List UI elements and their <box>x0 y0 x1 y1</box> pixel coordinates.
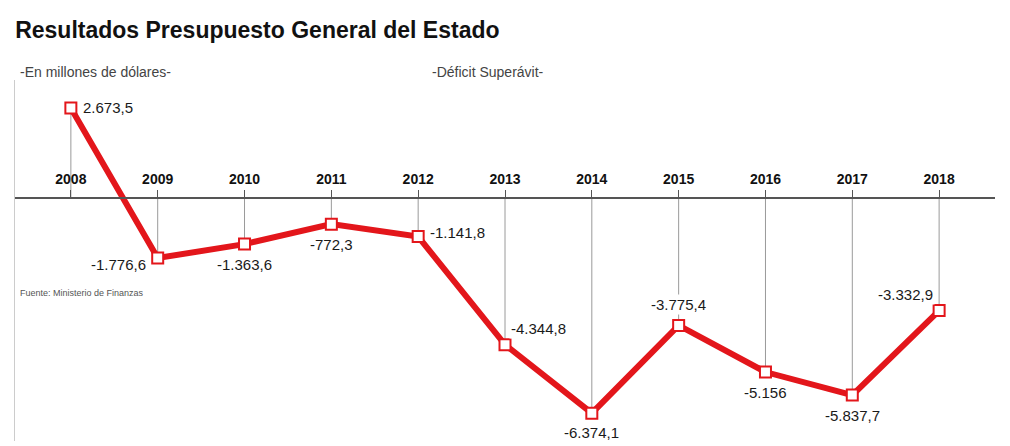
svg-text:2010: 2010 <box>229 171 260 187</box>
svg-text:2015: 2015 <box>663 171 694 187</box>
svg-text:-3.775,4: -3.775,4 <box>651 296 706 313</box>
svg-text:-1.776,6: -1.776,6 <box>91 256 146 273</box>
svg-text:2016: 2016 <box>750 171 781 187</box>
svg-text:-772,3: -772,3 <box>310 236 353 253</box>
svg-text:2011: 2011 <box>316 171 347 187</box>
svg-text:-Déficit Superávit-: -Déficit Superávit- <box>432 64 544 80</box>
svg-text:Fuente: Ministerio de Finanzas: Fuente: Ministerio de Finanzas <box>20 288 144 298</box>
svg-text:-5.837,7: -5.837,7 <box>825 407 880 424</box>
svg-text:2017: 2017 <box>837 171 868 187</box>
svg-text:-5.156: -5.156 <box>744 384 787 401</box>
svg-text:2013: 2013 <box>489 171 520 187</box>
svg-text:-En millones de dólares-: -En millones de dólares- <box>20 64 171 80</box>
svg-text:Resultados Presupuesto General: Resultados Presupuesto General del Estad… <box>15 17 499 43</box>
svg-text:2012: 2012 <box>403 171 434 187</box>
svg-text:-1.363,6: -1.363,6 <box>217 256 272 273</box>
svg-text:2008: 2008 <box>55 171 86 187</box>
svg-text:-4.344,8: -4.344,8 <box>511 320 566 337</box>
svg-text:-3.332,9: -3.332,9 <box>878 286 933 303</box>
svg-text:2018: 2018 <box>924 171 955 187</box>
svg-text:-1.141,8: -1.141,8 <box>430 224 485 241</box>
svg-text:2.673,5: 2.673,5 <box>83 99 133 116</box>
svg-text:2014: 2014 <box>576 171 607 187</box>
svg-text:2009: 2009 <box>142 171 173 187</box>
svg-text:-6.374,1: -6.374,1 <box>564 424 619 441</box>
